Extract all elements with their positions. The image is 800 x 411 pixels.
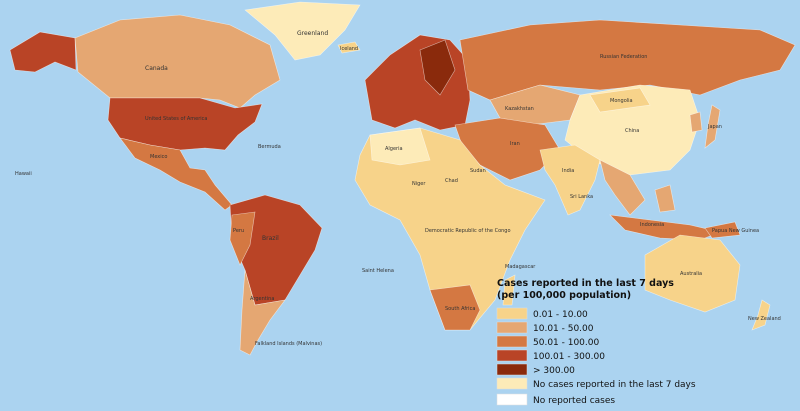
country-label: Niger	[412, 181, 426, 187]
legend-label: 0.01 - 10.00	[533, 310, 588, 320]
country-label: Kazakhstan	[505, 106, 534, 112]
country-label: Democratic Republic of the Congo	[425, 228, 511, 234]
country-label: South Africa	[445, 306, 475, 312]
country	[689, 111, 703, 133]
legend: Cases reported in the last 7 days (per 1…	[496, 278, 696, 406]
country-label: China	[625, 128, 639, 134]
country-label: Madagascar	[505, 264, 536, 270]
country-label: Saint Helena	[362, 268, 394, 274]
country	[539, 144, 601, 216]
country-label: Algeria	[385, 146, 403, 152]
country-label: Canada	[145, 65, 168, 72]
country	[354, 127, 546, 331]
legend-swatch	[496, 335, 528, 348]
countries	[9, 1, 796, 356]
country-label: Japan	[707, 124, 722, 130]
country	[599, 159, 646, 216]
country-label: United States of America	[145, 116, 207, 122]
country-label: Greenland	[297, 30, 328, 37]
country	[644, 234, 741, 313]
country-label: New Zealand	[748, 316, 781, 322]
country	[654, 184, 676, 213]
country	[337, 41, 361, 54]
country	[244, 1, 361, 61]
country-label: Bermuda	[258, 144, 281, 150]
legend-label: 100.01 - 300.00	[533, 352, 605, 362]
country-label: Falkland Islands (Malvinas)	[255, 341, 322, 347]
legend-swatch	[496, 377, 528, 390]
country-label: Argentina	[250, 296, 274, 302]
country	[589, 87, 651, 113]
country-label: Peru	[233, 228, 244, 234]
country	[751, 299, 771, 331]
country-label: Sri Lanka	[570, 194, 593, 200]
country	[502, 274, 516, 306]
country-label: Mongolia	[610, 98, 633, 104]
country-label: Sudan	[470, 168, 486, 174]
legend-subtitle: (per 100,000 population)	[497, 290, 631, 301]
legend-swatch	[496, 321, 528, 334]
legend-swatch	[496, 307, 528, 320]
country-label: Mexico	[150, 154, 167, 160]
country-label: Indonesia	[640, 222, 664, 228]
country-label: Chad	[445, 178, 458, 184]
legend-swatch	[496, 363, 528, 376]
legend-label: No cases reported in the last 7 days	[533, 380, 696, 390]
country-label: Iceland	[340, 46, 358, 52]
legend-label: > 300.00	[533, 366, 575, 376]
country	[369, 127, 431, 166]
country-label: Papua New Guinea	[712, 228, 759, 234]
country-label: Iran	[510, 141, 520, 147]
country	[609, 214, 721, 241]
legend-label: No reported cases	[533, 396, 615, 406]
country-label: India	[562, 168, 574, 174]
legend-swatch	[496, 393, 528, 406]
legend-title: Cases reported in the last 7 days	[497, 278, 674, 289]
country-label: Brazil	[262, 235, 279, 242]
country	[239, 269, 286, 356]
country	[229, 211, 256, 266]
country-label: Hawaii	[15, 171, 32, 177]
legend-label: 50.01 - 100.00	[533, 338, 599, 348]
legend-label: 10.01 - 50.00	[533, 324, 594, 334]
country-label: Russian Federation	[600, 54, 647, 60]
country	[9, 31, 77, 73]
country	[704, 104, 721, 149]
country	[429, 284, 481, 331]
country	[704, 221, 741, 239]
country-label: Australia	[680, 271, 702, 277]
legend-swatch	[496, 349, 528, 362]
map-labels: Greenland Canada United States of Americ…	[15, 30, 781, 347]
country	[419, 39, 456, 96]
